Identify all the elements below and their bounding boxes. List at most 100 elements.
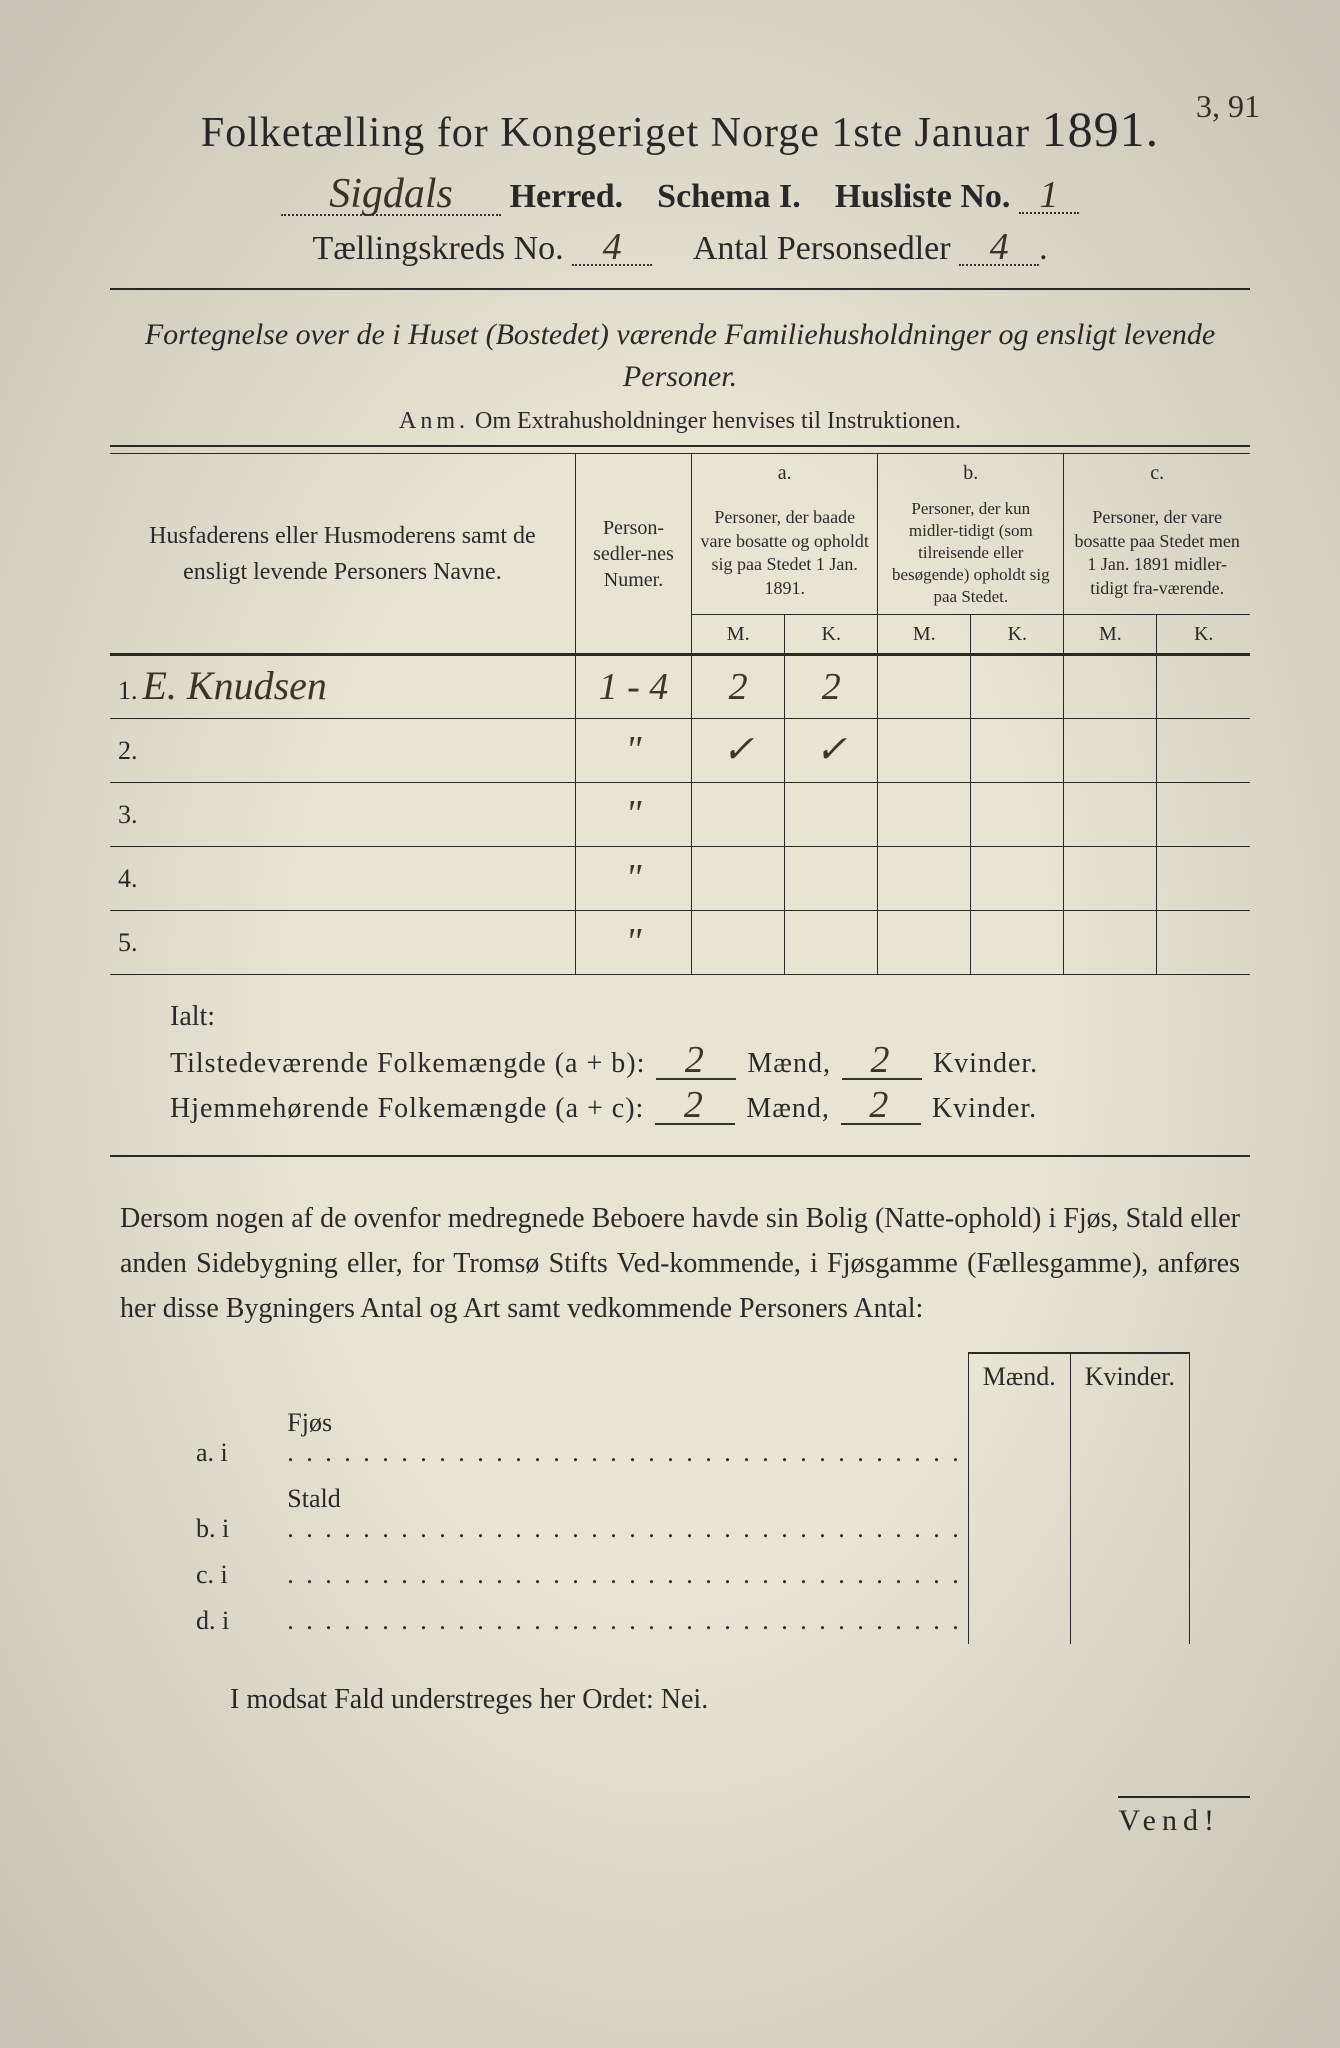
anm-text: Om Extrahusholdninger henvises til Instr… — [475, 408, 961, 434]
sb-kvinder: Kvinder. — [1070, 1353, 1189, 1400]
home-k: 2 — [841, 1088, 921, 1124]
sb-row-m — [968, 1552, 1070, 1598]
row-c-k — [1157, 655, 1250, 719]
row-b-m — [878, 655, 971, 719]
row-c-m — [1064, 719, 1157, 783]
row-a-k — [785, 847, 878, 911]
sb-row-k — [1070, 1598, 1189, 1644]
side-building-section: Mænd. Kvinder. a. iFjøs . . . . . . . . … — [190, 1352, 1190, 1644]
row-a-m: ✓ — [692, 719, 785, 783]
sb-row: d. i . . . . . . . . . . . . . . . . . .… — [190, 1598, 1190, 1644]
row-name: 1. E. Knudsen — [110, 655, 575, 719]
row-numer: " — [575, 719, 691, 783]
table-row: 5. " — [110, 911, 1250, 975]
nei-line: I modsat Fald understreges her Ordet: Ne… — [230, 1684, 1250, 1716]
divider-3 — [110, 1155, 1250, 1157]
herred-value: Sigdals — [281, 176, 501, 216]
row-b-m — [878, 719, 971, 783]
row-c-k — [1157, 911, 1250, 975]
sb-row-name: Stald . . . . . . . . . . . . . . . . . … — [281, 1476, 968, 1552]
schema-label: Schema I. — [657, 178, 801, 215]
col-c-label: c. — [1064, 454, 1250, 493]
row-a-m — [692, 847, 785, 911]
table-row: 2. "✓✓ — [110, 719, 1250, 783]
title-year: 1891. — [1042, 101, 1160, 157]
home-m: 2 — [655, 1088, 735, 1124]
b-k: K. — [971, 615, 1064, 655]
sb-row-label: d. i — [190, 1598, 281, 1644]
table-row: 4. " — [110, 847, 1250, 911]
header-row-1: Sigdals Herred. Schema I. Husliste No. 1 — [110, 176, 1250, 216]
antal-label: Antal Personsedler — [693, 230, 951, 267]
table-row: 3. " — [110, 783, 1250, 847]
side-building-table: Mænd. Kvinder. a. iFjøs . . . . . . . . … — [190, 1352, 1190, 1644]
home-summary: Hjemmehørende Folkemængde (a + c): 2 Mæn… — [170, 1088, 1250, 1125]
present-k: 2 — [842, 1043, 922, 1079]
col-b-desc: Personer, der kun midler-tidigt (som til… — [878, 492, 1064, 615]
sb-row: c. i . . . . . . . . . . . . . . . . . .… — [190, 1552, 1190, 1598]
sb-row-k — [1070, 1476, 1189, 1552]
row-c-m — [1064, 911, 1157, 975]
row-b-m — [878, 783, 971, 847]
maend-2: Mænd, — [746, 1093, 830, 1124]
row-c-k — [1157, 783, 1250, 847]
table-row: 1. E. Knudsen1 - 422 — [110, 655, 1250, 719]
row-a-k — [785, 911, 878, 975]
sb-row-name: . . . . . . . . . . . . . . . . . . . . … — [281, 1598, 968, 1644]
kreds-label: Tællingskreds No. — [312, 230, 563, 267]
a-k: K. — [785, 615, 878, 655]
anm-note: Anm. Om Extrahusholdninger henvises til … — [110, 408, 1250, 435]
col-a-desc: Personer, der baade vare bosatte og opho… — [692, 492, 878, 615]
antal-value: 4 — [959, 230, 1039, 266]
col-b-label: b. — [878, 454, 1064, 493]
vend-label: Vend! — [1118, 1796, 1250, 1838]
header-row-2: Tællingskreds No. 4 Antal Personsedler 4… — [110, 230, 1250, 268]
title-text: Folketælling for Kongeriget Norge 1ste J… — [201, 110, 1030, 156]
anm-label: Anm. — [399, 408, 469, 434]
sb-row-m — [968, 1598, 1070, 1644]
row-numer: " — [575, 783, 691, 847]
side-building-paragraph: Dersom nogen af de ovenfor medregnede Be… — [120, 1197, 1240, 1331]
sb-row-m — [968, 1400, 1070, 1476]
row-name: 4. — [110, 847, 575, 911]
kreds-value: 4 — [572, 230, 652, 266]
census-form-page: 3, 91 Folketælling for Kongeriget Norge … — [0, 0, 1340, 2048]
row-a-k: ✓ — [785, 719, 878, 783]
row-name: 3. — [110, 783, 575, 847]
sb-row-label: b. i — [190, 1476, 281, 1552]
present-summary: Tilstedeværende Folkemængde (a + b): 2 M… — [170, 1043, 1250, 1080]
sb-row-m — [968, 1476, 1070, 1552]
husliste-label: Husliste No. — [835, 178, 1011, 215]
sb-row-name: Fjøs . . . . . . . . . . . . . . . . . .… — [281, 1400, 968, 1476]
c-k: K. — [1157, 615, 1250, 655]
sb-row-k — [1070, 1552, 1189, 1598]
main-title: Folketælling for Kongeriget Norge 1ste J… — [110, 100, 1250, 158]
home-label: Hjemmehørende Folkemængde (a + c): — [170, 1093, 644, 1124]
divider-2 — [110, 445, 1250, 447]
sb-row-label: a. i — [190, 1400, 281, 1476]
row-a-k — [785, 783, 878, 847]
row-name: 5. — [110, 911, 575, 975]
corner-annotation: 3, 91 — [1196, 88, 1260, 125]
present-m: 2 — [656, 1043, 736, 1079]
row-a-k: 2 — [785, 655, 878, 719]
row-c-m — [1064, 847, 1157, 911]
sb-row-name: . . . . . . . . . . . . . . . . . . . . … — [281, 1552, 968, 1598]
sb-row-k — [1070, 1400, 1189, 1476]
row-b-k — [971, 911, 1064, 975]
row-c-k — [1157, 847, 1250, 911]
main-table: Husfaderens eller Husmoderens samt de en… — [110, 453, 1250, 975]
herred-label: Herred. — [510, 178, 624, 215]
col-c-desc: Personer, der vare bosatte paa Stedet me… — [1064, 492, 1250, 615]
c-m: M. — [1064, 615, 1157, 655]
row-c-m — [1064, 783, 1157, 847]
row-b-k — [971, 655, 1064, 719]
sb-row: b. iStald . . . . . . . . . . . . . . . … — [190, 1476, 1190, 1552]
row-b-k — [971, 719, 1064, 783]
present-label: Tilstedeværende Folkemængde (a + b): — [170, 1048, 645, 1079]
form-subtitle: Fortegnelse over de i Huset (Bostedet) v… — [110, 314, 1250, 398]
sb-row: a. iFjøs . . . . . . . . . . . . . . . .… — [190, 1400, 1190, 1476]
divider-1 — [110, 288, 1250, 290]
row-numer: " — [575, 911, 691, 975]
row-c-m — [1064, 655, 1157, 719]
